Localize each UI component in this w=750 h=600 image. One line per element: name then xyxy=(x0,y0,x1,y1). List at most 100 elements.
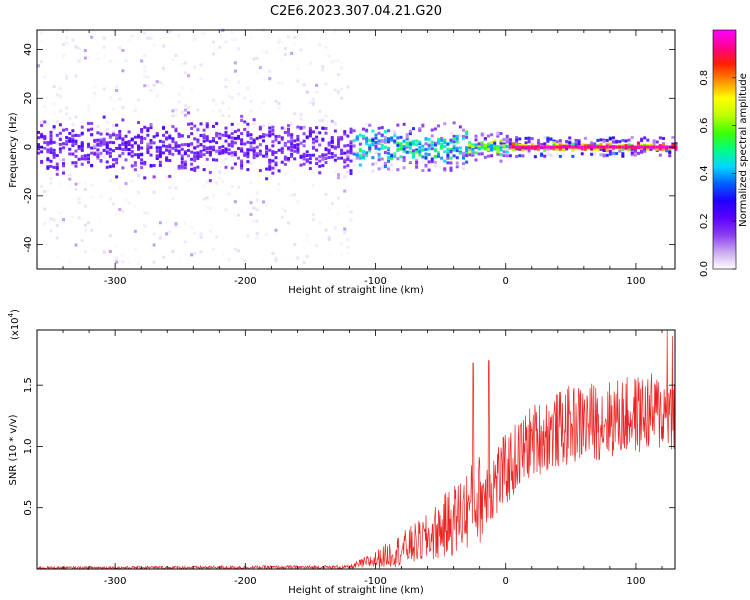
spectrogram-cell xyxy=(461,151,465,155)
spectrogram-cell xyxy=(318,138,322,142)
spectrogram-cell xyxy=(105,107,109,111)
spectrogram-cell xyxy=(174,141,178,145)
spectrogram-cell xyxy=(130,154,134,158)
spectrogram-cell xyxy=(574,139,578,143)
spectrogram-cell xyxy=(555,140,559,144)
spectrogram-cell xyxy=(43,75,47,79)
spectrogram-cell xyxy=(115,256,119,260)
spectrogram-cell xyxy=(671,135,675,139)
spectrogram-cell xyxy=(236,136,240,140)
spectrogram-cell xyxy=(252,57,256,61)
spectrogram-cell xyxy=(99,151,103,155)
spectrogram-cell xyxy=(330,139,334,143)
spectrogram-cell xyxy=(111,141,115,145)
spectrogram-cell xyxy=(165,31,169,35)
spectrogram-cell xyxy=(165,193,169,197)
spectrogram-cell xyxy=(383,145,387,149)
spectrogram-cell xyxy=(374,136,378,140)
spectrogram-cell xyxy=(296,67,300,71)
spectrogram-cell xyxy=(149,123,153,127)
spectrogram-cell xyxy=(43,137,47,141)
spectrogram-cell xyxy=(171,125,175,129)
spectrogram-cell xyxy=(221,253,225,257)
spectrogram-cell xyxy=(158,233,162,237)
spectrogram-cell xyxy=(152,260,156,264)
spectrogram-cell xyxy=(308,101,312,105)
spectrogram-cell xyxy=(118,136,122,140)
spectrogram-cell xyxy=(352,158,356,162)
spectrogram-cell xyxy=(408,137,412,141)
spectrogram-cell xyxy=(515,154,519,158)
spectrogram-cell xyxy=(218,170,222,174)
spectrogram-cell xyxy=(421,144,425,148)
spectrogram-cell xyxy=(58,131,62,135)
spectrogram-cell xyxy=(333,161,337,165)
spectrogram-cell xyxy=(418,150,422,154)
spectrogram-cell xyxy=(233,162,237,166)
spectrogram-cell xyxy=(390,136,394,140)
spectrogram-cell xyxy=(605,145,609,149)
spectrogram-cell xyxy=(633,153,637,157)
spectrogram-cell xyxy=(193,137,197,141)
spectrogram-cell xyxy=(274,256,278,260)
spectrogram-cell xyxy=(308,153,312,157)
spectrogram-cell xyxy=(143,211,147,215)
spectrogram-cell xyxy=(465,154,469,158)
spectrogram-cell xyxy=(52,102,56,106)
spectrogram-cell xyxy=(190,177,194,181)
spectrogram-cell xyxy=(299,158,303,162)
spectrogram-cell xyxy=(265,146,269,150)
spectrogram-cell xyxy=(171,140,175,144)
spectrogram-cell xyxy=(43,207,47,211)
spectrogram-cell xyxy=(352,139,356,143)
spectrogram-cell xyxy=(505,148,509,152)
snr-scale-prefix: (x10 xyxy=(10,317,21,340)
spectrogram-cell xyxy=(599,145,603,149)
spectrogram-cell xyxy=(486,145,490,149)
spectrogram-cell xyxy=(621,152,625,156)
spectrogram-cell xyxy=(61,142,65,146)
spectrogram-cell xyxy=(349,218,353,222)
spectrogram-cell xyxy=(130,34,134,38)
spectrogram-cell xyxy=(302,139,306,143)
spectrogram-cell xyxy=(230,136,234,140)
spectrogram-cell xyxy=(186,74,190,78)
spectrogram-cell xyxy=(430,168,434,172)
spectrogram-cell xyxy=(515,138,519,142)
spectrogram-cell xyxy=(290,189,294,193)
spectrogram-cell xyxy=(396,141,400,145)
spectrogram-cell xyxy=(308,129,312,133)
spectrogram-cell xyxy=(483,133,487,137)
spectrogram-cell xyxy=(140,146,144,150)
spectrogram-cell xyxy=(349,30,353,34)
spectrogram-cell xyxy=(255,138,259,142)
spectrogram-cell xyxy=(277,96,281,100)
spectrogram-cell xyxy=(505,148,509,152)
spectrogram-cell xyxy=(37,64,40,68)
spectrogram-cell xyxy=(190,150,194,154)
spectrogram-cell xyxy=(58,142,62,146)
spectrogram-cell xyxy=(152,175,156,179)
spectrogram-cell xyxy=(399,155,403,159)
spectrogram-cell xyxy=(171,152,175,156)
spectrogram-cell xyxy=(277,101,281,105)
spectrogram-cell xyxy=(249,35,253,39)
spectrogram-cell xyxy=(318,164,322,168)
spectrogram-cell xyxy=(280,41,284,45)
spectrogram-cell xyxy=(340,252,344,256)
spectrogram-cell xyxy=(305,235,309,239)
spectrogram-cell xyxy=(368,138,372,142)
spectrogram-cell xyxy=(246,133,250,137)
spectrogram-cell xyxy=(468,150,472,154)
spectrogram-cell xyxy=(640,145,644,149)
spectrogram-cell xyxy=(340,129,344,133)
snr-ytick-label: 1.0 xyxy=(23,438,34,454)
spectrogram-cell xyxy=(490,133,494,137)
spectrogram-cell xyxy=(74,142,78,146)
spectrogram-cell xyxy=(118,186,122,190)
spectrogram-cell xyxy=(124,134,128,138)
spectrogram-cell xyxy=(105,143,109,147)
spectrogram-cell xyxy=(246,148,250,152)
spectrogram-cell xyxy=(349,159,353,163)
spectrogram-cell xyxy=(61,217,65,221)
